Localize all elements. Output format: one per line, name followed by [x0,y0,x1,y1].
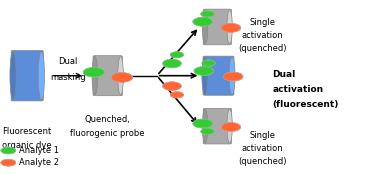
Text: Analyte 2: Analyte 2 [19,158,59,167]
Circle shape [193,119,212,128]
Text: activation: activation [242,144,284,153]
Text: activation: activation [272,85,323,94]
Ellipse shape [118,57,123,95]
Ellipse shape [202,109,208,143]
Circle shape [1,147,16,154]
Ellipse shape [10,51,16,100]
Ellipse shape [227,109,232,143]
FancyBboxPatch shape [11,50,43,101]
Text: (quenched): (quenched) [239,44,287,53]
Circle shape [194,66,214,76]
Circle shape [1,159,16,166]
Text: Dual: Dual [58,57,78,66]
Circle shape [221,23,241,32]
Circle shape [221,122,241,132]
Text: fluorogenic probe: fluorogenic probe [70,129,145,138]
Ellipse shape [229,57,235,94]
Circle shape [170,52,184,58]
FancyBboxPatch shape [203,9,231,45]
Text: Fluorescent: Fluorescent [3,127,52,136]
Text: organic dye: organic dye [2,141,52,150]
Circle shape [163,82,181,90]
Circle shape [170,92,184,98]
Text: Analyte 1: Analyte 1 [19,146,59,155]
Text: Single: Single [250,131,276,140]
Circle shape [112,73,133,82]
Text: activation: activation [242,31,284,40]
FancyBboxPatch shape [203,56,234,95]
FancyBboxPatch shape [93,56,122,96]
Text: masking: masking [50,73,86,82]
Circle shape [83,67,104,77]
Circle shape [193,17,212,26]
Text: Single: Single [250,18,276,27]
Circle shape [201,128,214,135]
Ellipse shape [202,57,208,94]
Text: Dual: Dual [272,70,296,80]
Ellipse shape [38,51,45,100]
Circle shape [223,72,243,81]
Circle shape [163,59,181,68]
Text: (quenched): (quenched) [239,157,287,167]
Text: (fluorescent): (fluorescent) [272,100,339,109]
FancyBboxPatch shape [203,108,231,144]
Circle shape [201,11,214,17]
Ellipse shape [227,10,232,44]
Text: Quenched,: Quenched, [85,115,131,124]
Ellipse shape [202,10,208,44]
Ellipse shape [92,57,98,95]
Circle shape [202,60,215,66]
